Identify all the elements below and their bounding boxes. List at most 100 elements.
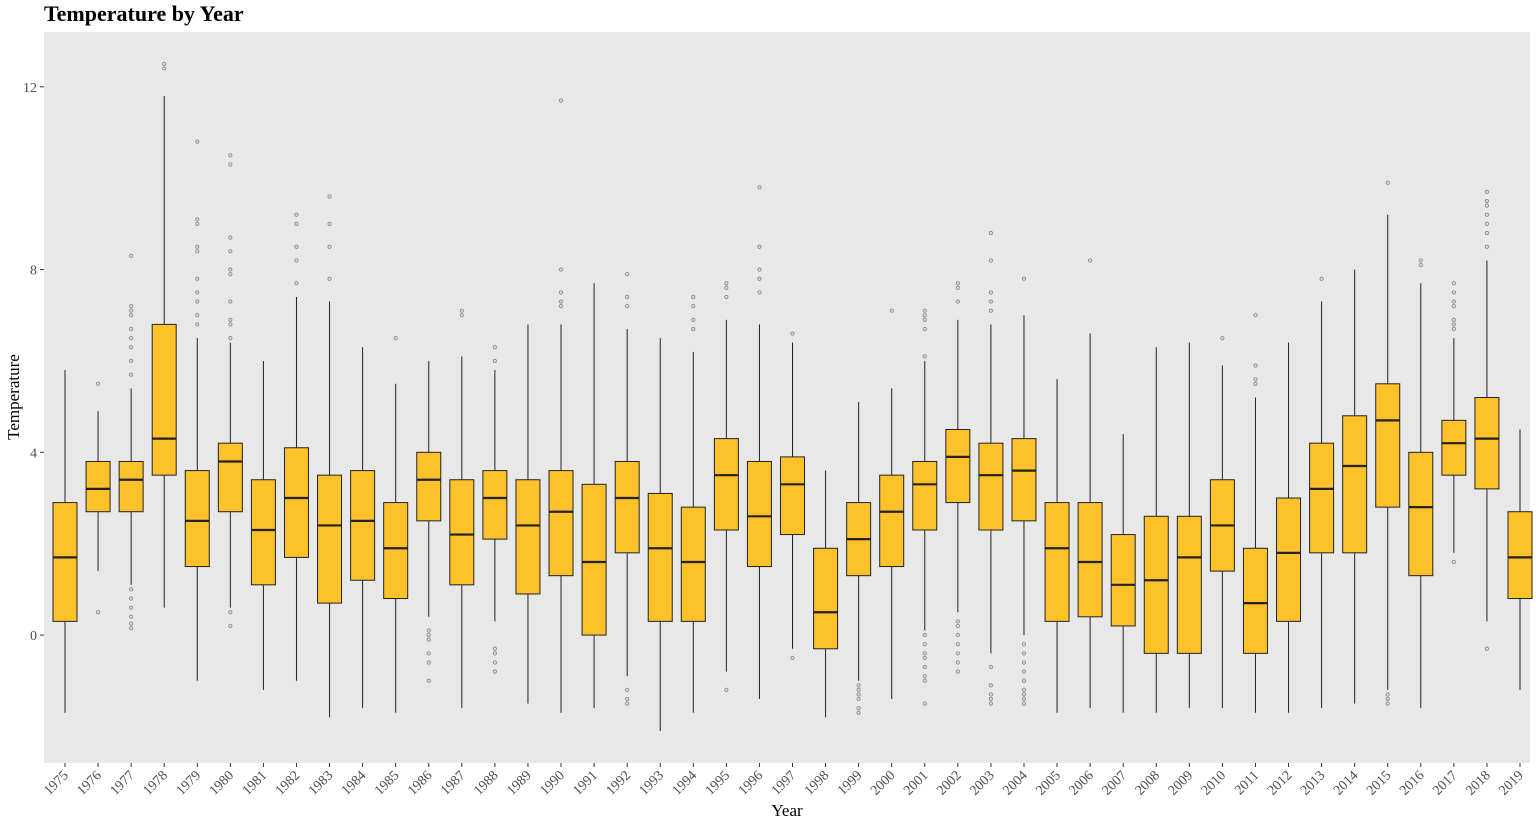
outlier-point — [988, 258, 994, 263]
box-1985 — [383, 336, 409, 713]
box-iqr — [350, 470, 376, 581]
outlier-point — [492, 651, 497, 656]
outlier-point — [162, 66, 167, 71]
outlier-point — [228, 299, 233, 304]
outlier-point — [724, 285, 729, 290]
outlier-point — [1484, 189, 1490, 195]
outlier-point — [1021, 678, 1027, 683]
outlier-point — [1021, 696, 1027, 702]
box-1982 — [283, 212, 309, 681]
outlier-point — [492, 646, 497, 651]
outlier-point — [922, 326, 927, 332]
outlier-point — [1484, 230, 1490, 236]
outlier-point — [195, 244, 200, 249]
outlier-point — [955, 281, 960, 286]
outlier-point — [691, 304, 696, 309]
outlier-point — [195, 276, 200, 281]
box-iqr — [85, 460, 111, 513]
outlier-point — [228, 336, 233, 341]
outlier-point — [1484, 198, 1490, 204]
box-iqr — [250, 479, 276, 586]
outlier-point — [327, 244, 332, 249]
outlier-point — [1253, 313, 1258, 318]
outlier-point — [228, 153, 233, 158]
outlier-point — [724, 294, 729, 300]
outlier-point — [294, 221, 299, 226]
box-iqr — [581, 483, 607, 636]
box-iqr — [1474, 397, 1500, 490]
x-tick-label: 2005 — [1033, 768, 1063, 798]
outlier-point — [1021, 642, 1027, 647]
outlier-point — [1385, 701, 1390, 706]
outlier-point — [988, 696, 994, 702]
outlier-point — [228, 162, 233, 167]
box-2013 — [1309, 276, 1335, 709]
box-iqr — [1408, 451, 1434, 577]
outlier-point — [625, 294, 630, 300]
box-iqr — [449, 479, 475, 586]
box-2019 — [1507, 429, 1533, 690]
x-tick-label: 2013 — [1298, 768, 1328, 798]
outlier-point — [1484, 203, 1490, 208]
x-tick-label: 1977 — [108, 768, 138, 798]
box-iqr — [813, 547, 839, 650]
x-tick-label: 1983 — [306, 768, 336, 798]
box-1983 — [317, 194, 343, 718]
outlier-point — [129, 345, 134, 350]
box-iqr — [1176, 515, 1202, 654]
outlier-point — [195, 217, 200, 222]
outlier-point — [228, 317, 233, 322]
outlier-point — [625, 687, 630, 693]
x-tick-label: 1981 — [240, 768, 270, 798]
box-1975 — [52, 370, 78, 713]
outlier-point — [1253, 363, 1258, 368]
box-iqr — [945, 428, 971, 504]
x-tick-label: 2010 — [1199, 768, 1229, 798]
outlier-point — [1319, 276, 1324, 281]
outlier-point — [1021, 651, 1027, 656]
box-1980 — [217, 153, 243, 629]
x-axis: 1975 1976 1977 1978 1979 1980 1981 1982 1983 1984… — [41, 763, 1527, 799]
box-2004 — [1011, 276, 1037, 706]
outlier-point — [1451, 304, 1456, 309]
outlier-point — [1021, 669, 1027, 674]
box-iqr — [713, 438, 739, 531]
outlier-point — [757, 290, 762, 295]
outlier-point — [988, 683, 994, 688]
box-2010 — [1209, 336, 1235, 709]
outlier-point — [1451, 559, 1456, 565]
x-tick-label: 2011 — [1232, 768, 1262, 798]
outlier-point — [889, 308, 894, 313]
outlier-point — [228, 272, 233, 277]
x-tick-label: 1978 — [141, 768, 171, 798]
outlier-point — [856, 687, 861, 693]
x-tick-label: 2002 — [934, 768, 964, 798]
box-2011 — [1242, 313, 1268, 713]
outlier-point — [426, 651, 431, 656]
outlier-point — [856, 710, 861, 715]
box-iqr — [780, 456, 805, 536]
x-tick-label: 1996 — [736, 768, 766, 798]
outlier-point — [922, 651, 927, 656]
box-iqr — [614, 460, 640, 554]
x-tick-label: 2018 — [1463, 768, 1493, 798]
box-1999 — [846, 402, 872, 715]
outlier-point — [856, 706, 861, 711]
box-iqr — [1110, 534, 1136, 627]
outlier-point — [922, 664, 927, 670]
outlier-point — [426, 637, 431, 642]
outlier-point — [1253, 381, 1258, 386]
box-iqr — [1044, 502, 1070, 622]
outlier-point — [955, 651, 960, 656]
x-tick-label: 2015 — [1364, 768, 1394, 798]
outlier-point — [625, 701, 630, 706]
outlier-point — [922, 317, 927, 322]
x-tick-label: 2016 — [1397, 768, 1427, 798]
box-iqr — [1143, 515, 1169, 654]
outlier-point — [856, 692, 861, 697]
outlier-point — [790, 331, 795, 336]
box-2008 — [1143, 347, 1169, 713]
x-tick-label: 1979 — [174, 768, 204, 798]
box-iqr — [978, 442, 1004, 531]
outlier-point — [856, 696, 861, 702]
